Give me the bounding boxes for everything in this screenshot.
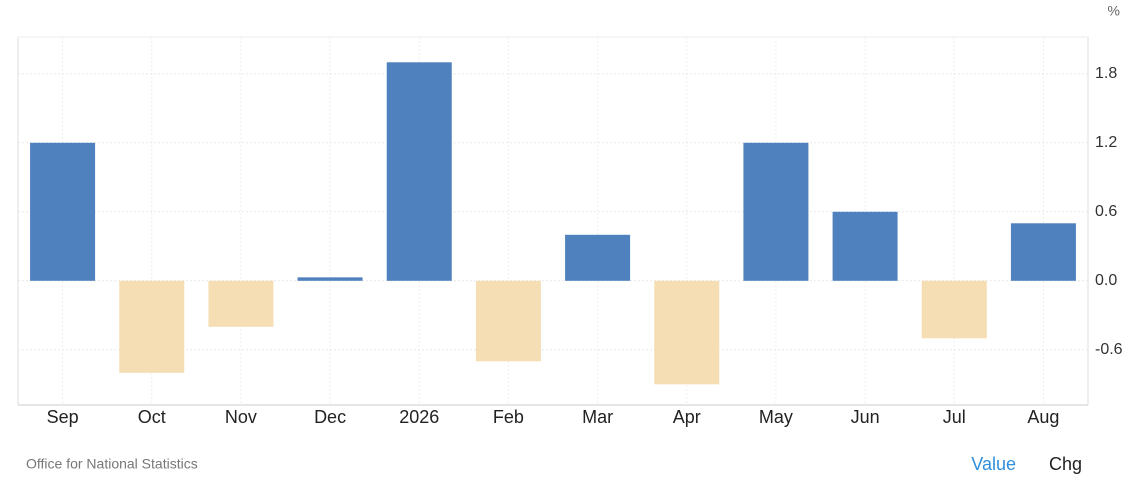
bar [743,142,809,281]
y-tick-label: 1.2 [1095,134,1117,151]
x-tick-label: 2026 [399,407,439,427]
y-tick-label: 0.0 [1095,272,1117,289]
x-tick-label: Sep [47,407,79,427]
y-tick-label: 1.8 [1095,65,1117,82]
x-tick-label: Apr [673,407,701,427]
bar [1010,223,1076,281]
unit-label: % [1108,3,1120,19]
x-tick-label: May [759,407,793,427]
chg-button[interactable]: Chg [1049,454,1082,474]
bar [832,211,898,281]
value-button[interactable]: Value [971,454,1016,474]
bar [119,280,185,373]
x-tick-label: Jun [851,407,880,427]
bar [654,280,720,385]
x-tick-label: Mar [582,407,613,427]
y-tick-label: -0.6 [1095,341,1123,358]
x-tick-label: Nov [225,407,257,427]
x-tick-label: Oct [138,407,166,427]
bar [297,277,363,281]
bar [475,280,541,362]
x-tick-label: Dec [314,407,346,427]
bar [208,280,274,327]
bar [30,142,96,281]
bar [386,62,452,281]
bar [565,234,631,281]
y-tick-label: 0.6 [1095,203,1117,220]
bar [921,280,987,339]
x-tick-label: Feb [493,407,524,427]
x-tick-label: Jul [943,407,966,427]
x-tick-label: Aug [1027,407,1059,427]
source: Office for National Statistics [26,456,198,472]
